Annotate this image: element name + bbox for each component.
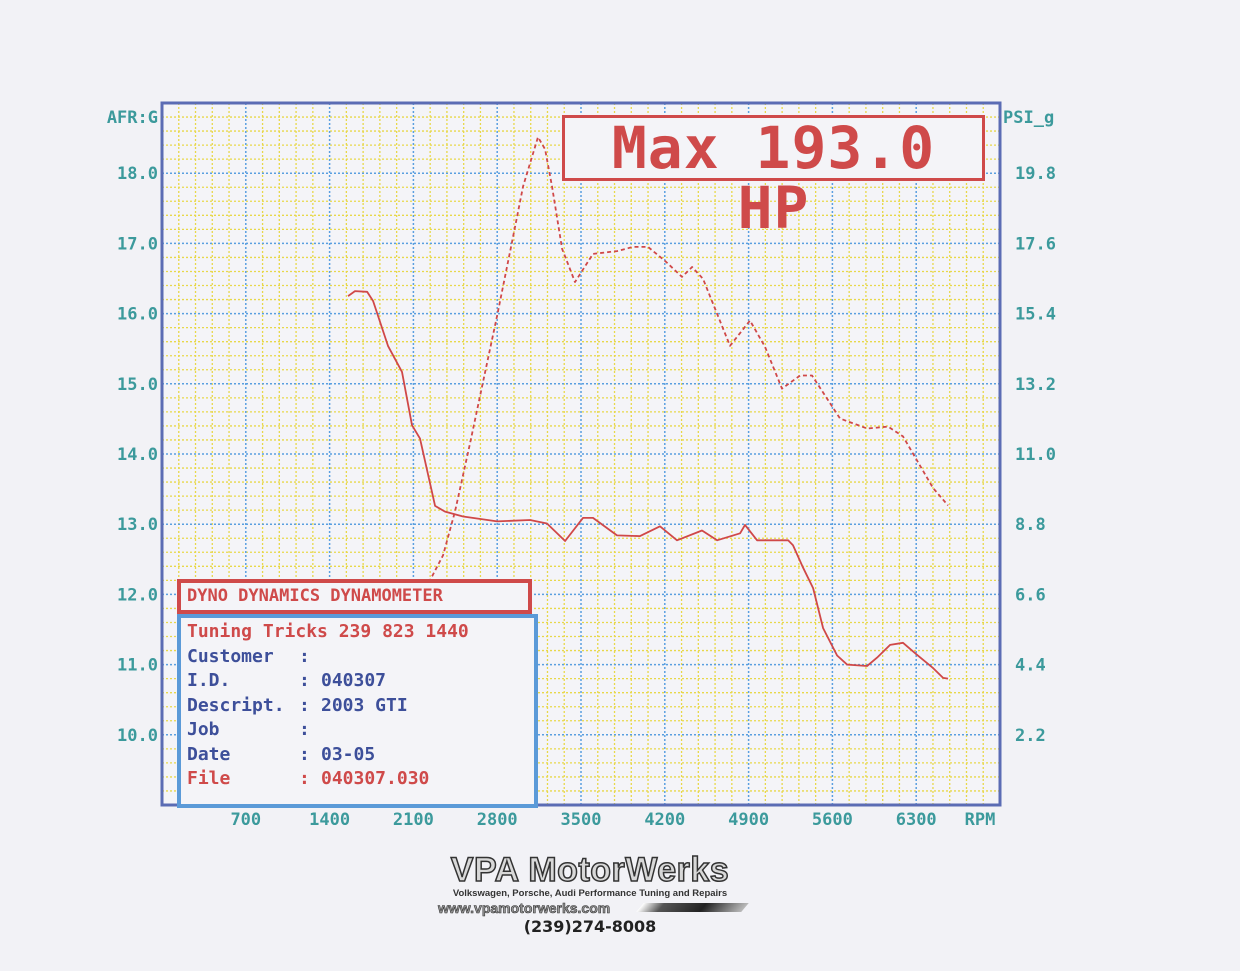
dynamometer-title: DYNO DYNAMICS DYNAMOMETER xyxy=(177,579,532,614)
info-sep: : xyxy=(299,645,310,667)
x-tick-label: 4200 xyxy=(644,810,685,830)
y-right-tick-label: 4.4 xyxy=(1015,656,1046,676)
info-key: Descript. xyxy=(187,694,285,716)
x-tick-label: 2800 xyxy=(477,810,518,830)
info-row-job: Job: xyxy=(187,718,528,743)
info-key: File xyxy=(187,768,231,789)
info-key: Customer xyxy=(187,645,274,667)
run-info-panel: Tuning Tricks 239 823 1440 Customer: I.D… xyxy=(177,614,538,808)
y-left-axis-label: AFR:G xyxy=(107,108,158,128)
info-row-id: I.D.:040307 xyxy=(187,669,528,694)
info-row-file: File:040307.030 xyxy=(187,767,528,792)
afr-line xyxy=(347,290,949,680)
info-row-shop: Tuning Tricks 239 823 1440 xyxy=(187,620,528,645)
logo-phone: (239)274-8008 xyxy=(523,917,657,936)
y-left-tick-label: 13.0 xyxy=(117,515,158,535)
logo-url: www.vpamotorwerks.com xyxy=(438,900,611,917)
logo-name: VPA MotorWerks xyxy=(450,851,730,889)
info-row-descript: Descript.:2003 GTI xyxy=(187,694,528,719)
y-left-tick-label: 11.0 xyxy=(117,656,158,676)
info-value: 03-05 xyxy=(321,743,376,765)
info-value: 040307.030 xyxy=(321,768,430,789)
y-right-tick-label: 19.8 xyxy=(1015,164,1056,184)
max-hp-label: Max 193.0 HP xyxy=(562,115,985,238)
info-sep: : xyxy=(299,670,310,691)
y-right-tick-label: 17.6 xyxy=(1015,234,1056,254)
y-right-tick-label: 11.0 xyxy=(1015,445,1056,465)
logo-stripe xyxy=(636,903,749,912)
logo-url-row: www.vpamotorwerks.com xyxy=(420,900,760,916)
vpa-logo: VPA MotorWerks Volkswagen, Porsche, Audi… xyxy=(420,851,760,938)
y-left-tick-label: 14.0 xyxy=(117,445,158,465)
x-tick-label: 5600 xyxy=(812,810,853,830)
y-right-axis-label: PSI_g xyxy=(1003,108,1054,128)
y-left-tick-label: 12.0 xyxy=(117,585,158,605)
info-value: 040307 xyxy=(321,670,387,691)
shop-label: Tuning Tricks 239 823 1440 xyxy=(187,621,469,642)
x-tick-label: 1400 xyxy=(309,810,350,830)
info-row-customer: Customer: xyxy=(187,645,528,670)
info-sep: : xyxy=(299,694,310,716)
y-right-tick-label: 8.8 xyxy=(1015,515,1046,535)
x-tick-label: 6300 xyxy=(896,810,937,830)
info-row-date: Date:03-05 xyxy=(187,743,528,768)
info-sep: : xyxy=(299,768,310,789)
x-tick-label: 2100 xyxy=(393,810,434,830)
x-tick-label: 700 xyxy=(230,810,261,830)
y-left-tick-label: 17.0 xyxy=(117,234,158,254)
info-key: Job xyxy=(187,719,220,740)
y-right-tick-label: 2.2 xyxy=(1015,726,1046,746)
info-value: 2003 GTI xyxy=(321,694,408,716)
y-right-tick-label: 6.6 xyxy=(1015,585,1046,605)
boost-line xyxy=(347,136,949,739)
x-tick-label: 4900 xyxy=(728,810,769,830)
plot-frame xyxy=(160,101,1002,807)
info-sep: : xyxy=(299,743,310,765)
info-sep: : xyxy=(299,719,310,740)
x-tick-label: 3500 xyxy=(561,810,602,830)
info-key: Date xyxy=(187,743,231,765)
y-left-tick-label: 18.0 xyxy=(117,164,158,184)
y-left-tick-label: 16.0 xyxy=(117,305,158,325)
y-left-tick-label: 15.0 xyxy=(117,375,158,395)
x-axis-label: RPM xyxy=(965,810,996,830)
y-right-tick-label: 13.2 xyxy=(1015,375,1056,395)
logo-tagline: Volkswagen, Porsche, Audi Performance Tu… xyxy=(452,888,728,899)
y-left-tick-label: 10.0 xyxy=(117,726,158,746)
y-right-tick-label: 15.4 xyxy=(1015,305,1056,325)
info-key: I.D. xyxy=(187,670,231,691)
